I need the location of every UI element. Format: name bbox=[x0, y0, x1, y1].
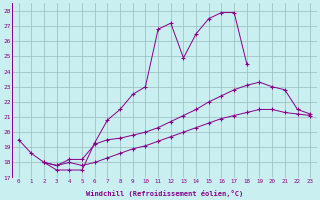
X-axis label: Windchill (Refroidissement éolien,°C): Windchill (Refroidissement éolien,°C) bbox=[86, 190, 243, 197]
